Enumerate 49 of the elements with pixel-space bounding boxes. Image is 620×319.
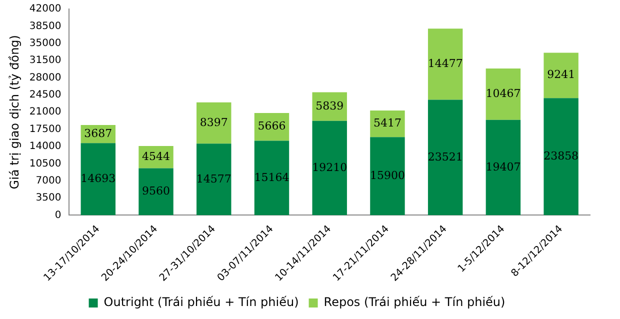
- data-label: 23521: [428, 150, 463, 164]
- data-label: 10467: [486, 87, 521, 100]
- bar: [254, 140, 290, 216]
- y-tick-label: 0: [54, 210, 62, 221]
- y-tick-label: 35000: [29, 38, 62, 49]
- data-label: 14477: [428, 57, 463, 70]
- data-label: 5417: [373, 116, 402, 130]
- data-label: 5839: [316, 99, 344, 112]
- y-tick-label: 3500: [36, 192, 62, 204]
- data-label: 14577: [196, 172, 232, 186]
- data-label: 14693: [80, 172, 116, 185]
- y-tick-label: 10500: [29, 158, 62, 170]
- bar: [544, 52, 578, 98]
- legend-label: Outright (Trái phiếu + Tín phiếu): [104, 295, 299, 310]
- y-tick-label: 31500: [29, 55, 62, 66]
- bar: [80, 143, 116, 216]
- data-label: 19210: [312, 160, 348, 174]
- bar: [196, 102, 232, 144]
- y-tick-label: 24500: [29, 90, 62, 101]
- data-label: 5666: [258, 120, 286, 133]
- bar: [428, 28, 463, 100]
- data-label: 15164: [254, 170, 290, 184]
- y-axis-title: Giá trị giao dịch (tỷ đồng): [7, 35, 22, 190]
- y-tick-label: 7000: [36, 175, 62, 186]
- data-label: 3687: [84, 126, 112, 140]
- data-label: 8397: [200, 116, 228, 129]
- y-tick-label: 42000: [29, 4, 62, 15]
- bar: [312, 120, 347, 216]
- y-tick-label: 38500: [29, 20, 62, 32]
- data-label: 9560: [142, 184, 170, 198]
- y-tick-label: 28000: [29, 72, 62, 84]
- legend-label: Repos (Trái phiếu + Tín phiếu): [324, 295, 506, 310]
- bar: [370, 137, 405, 216]
- data-label: 9241: [547, 68, 576, 82]
- y-tick-label: 21000: [29, 106, 62, 118]
- bar: [428, 100, 463, 216]
- bar: [370, 110, 405, 138]
- bar: [486, 68, 521, 120]
- data-label: 23858: [544, 150, 579, 162]
- bar: [138, 168, 174, 216]
- bar: [312, 92, 347, 121]
- bar: [196, 144, 232, 216]
- y-tick-label: 14000: [29, 141, 62, 152]
- bar: [544, 98, 578, 216]
- data-label: 4544: [142, 150, 170, 163]
- bar: [486, 120, 521, 216]
- data-label: 15900: [370, 169, 405, 182]
- data-label: 19407: [486, 160, 521, 174]
- y-tick-label: 17500: [29, 124, 62, 135]
